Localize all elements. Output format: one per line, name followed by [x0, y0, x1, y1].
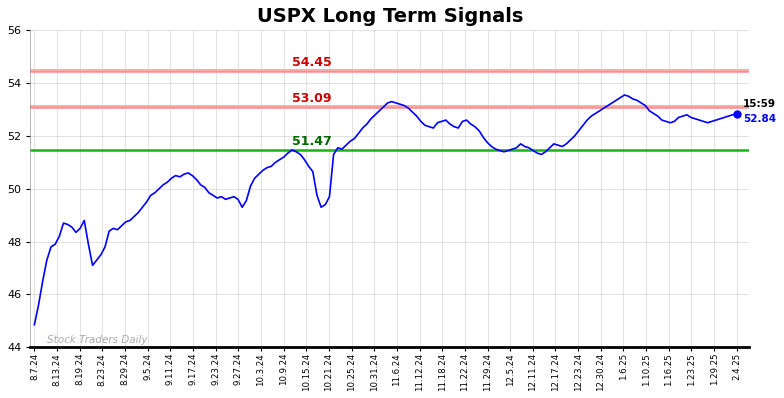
Text: Stock Traders Daily: Stock Traders Daily	[47, 335, 147, 345]
Text: 52.84: 52.84	[743, 114, 776, 124]
Text: 53.09: 53.09	[292, 92, 332, 105]
Bar	[31, 105, 750, 109]
Title: USPX Long Term Signals: USPX Long Term Signals	[256, 7, 523, 26]
Text: 15:59: 15:59	[743, 99, 776, 109]
Bar	[31, 69, 750, 73]
Text: 54.45: 54.45	[292, 57, 332, 70]
Text: 51.47: 51.47	[292, 135, 332, 148]
